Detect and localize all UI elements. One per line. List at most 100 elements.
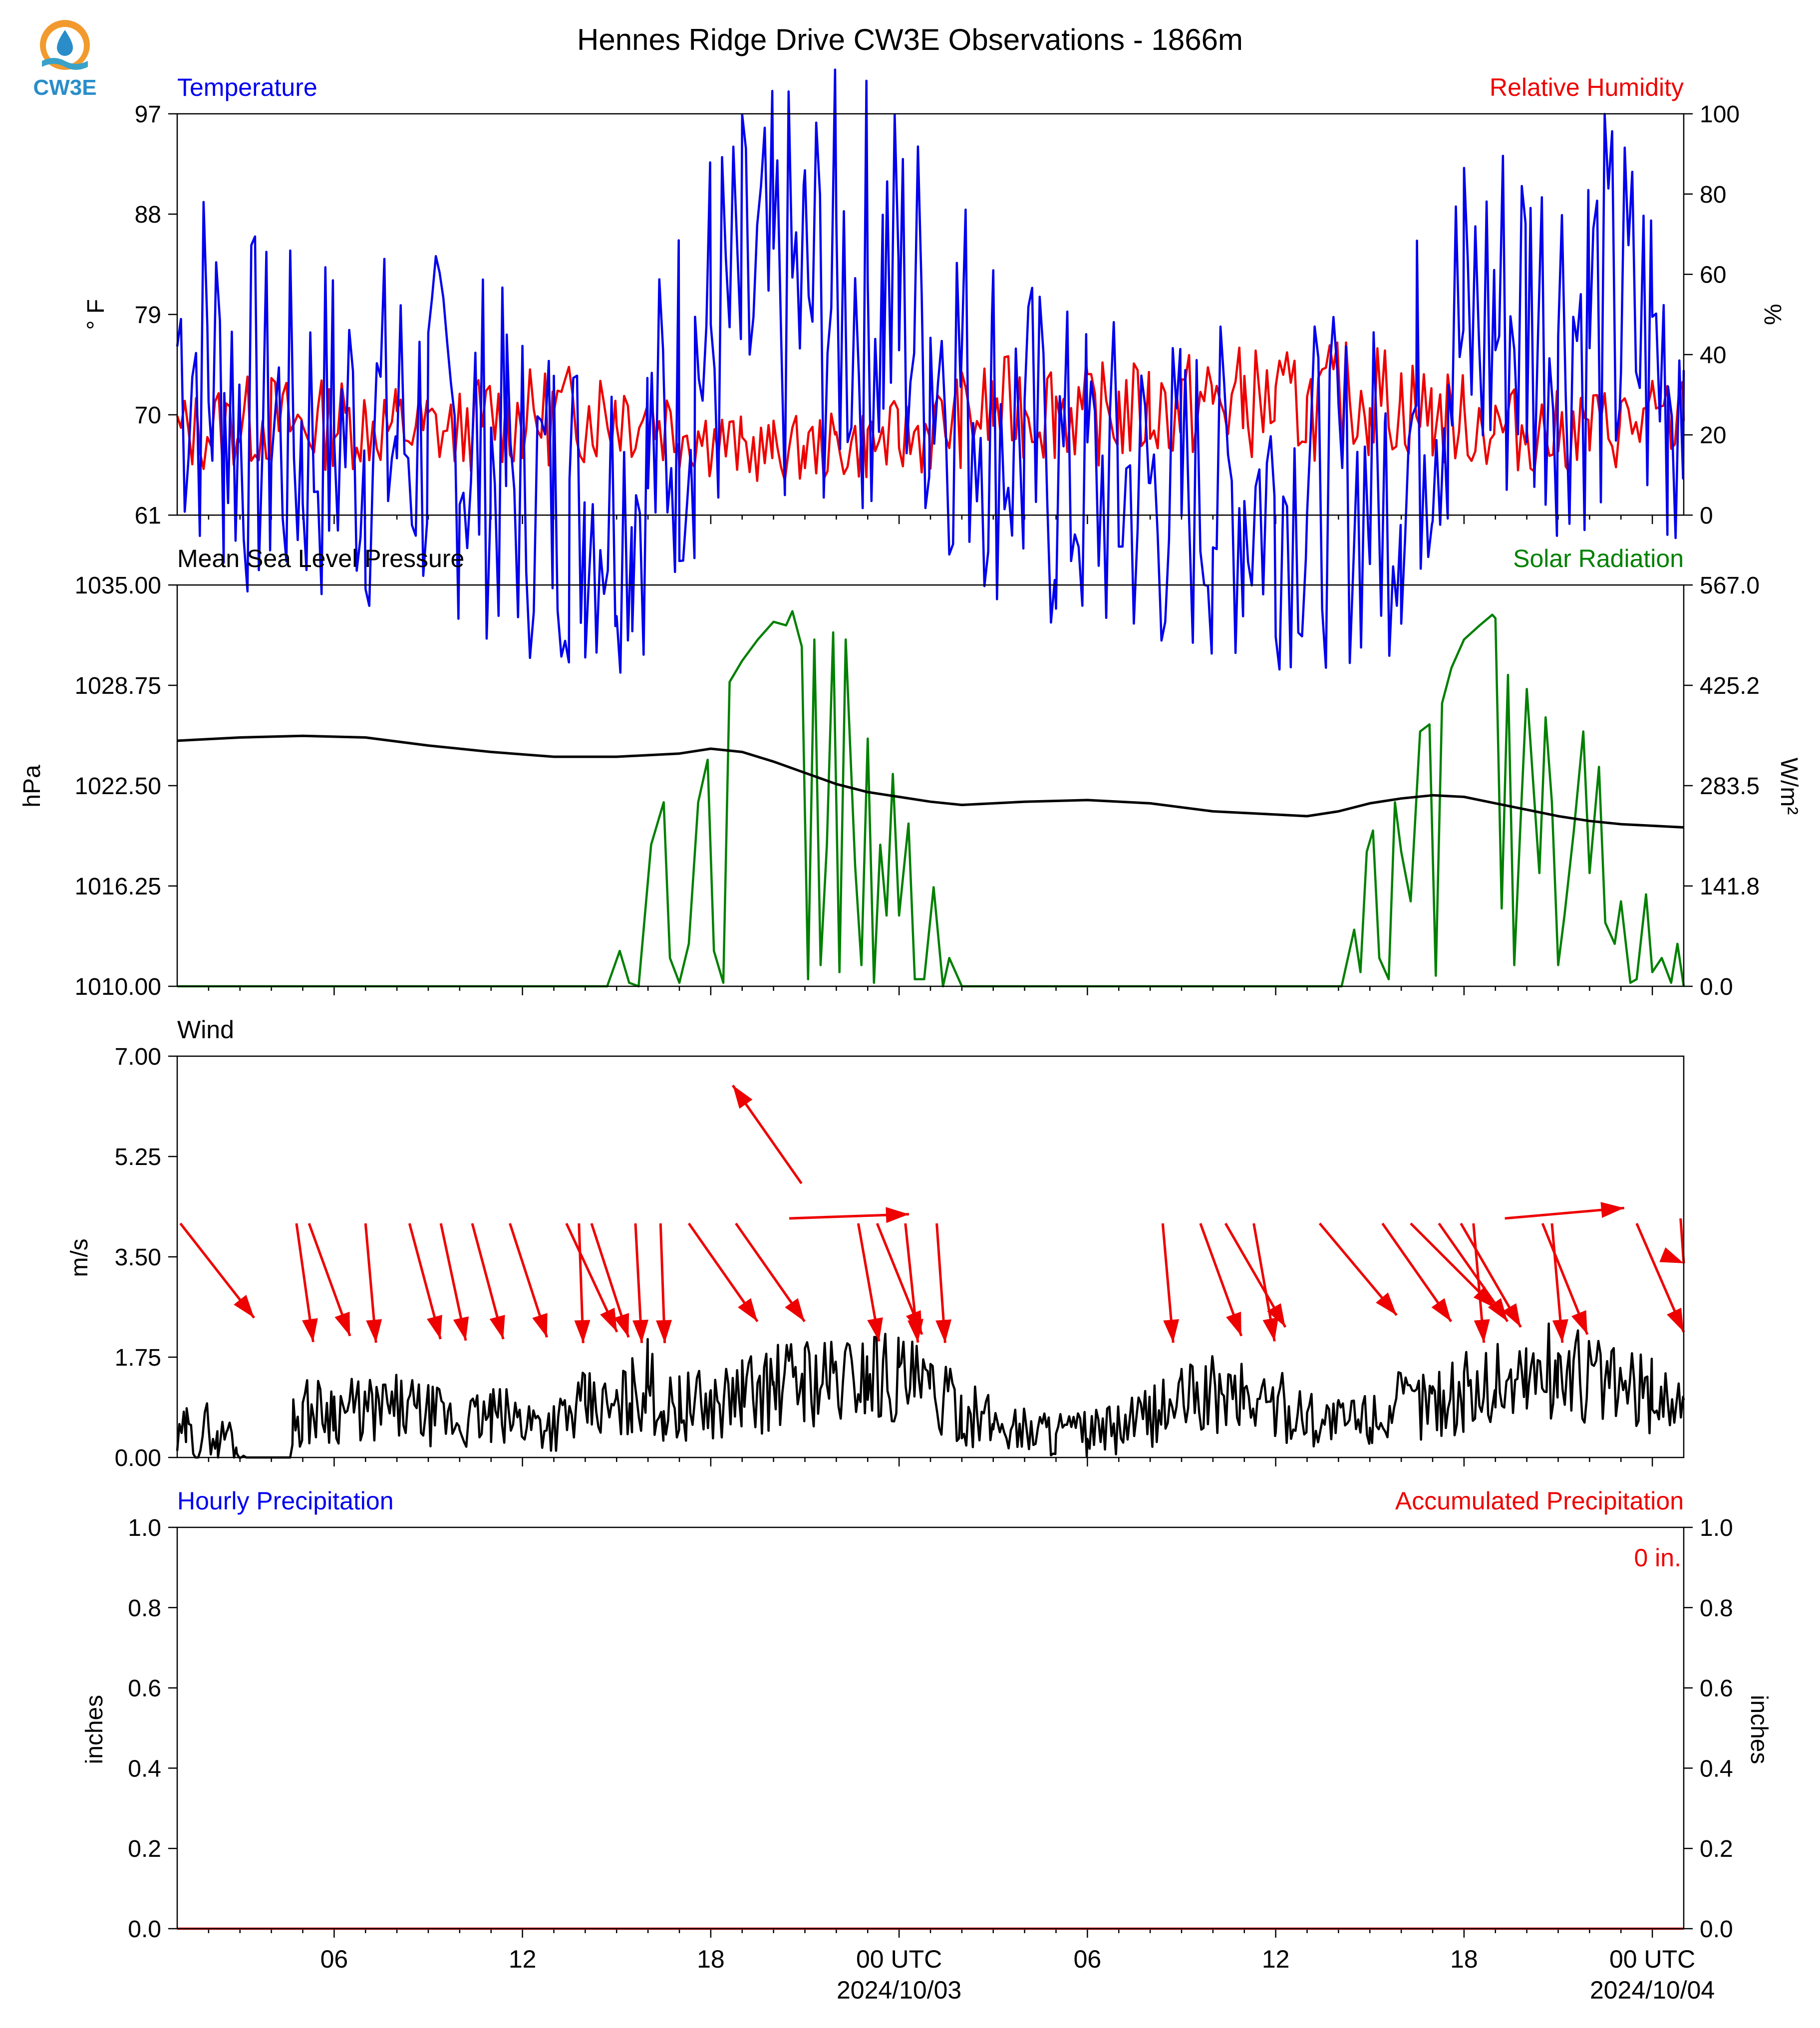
- wind-arrow: [1381, 1222, 1453, 1323]
- wind-arrow: [1199, 1223, 1243, 1337]
- y-tick-label: 97: [135, 101, 161, 128]
- y-tick-label: 0.8: [128, 1595, 161, 1622]
- panel3-time-ticks: [208, 1457, 1653, 1466]
- wind-arrow: [1472, 1223, 1490, 1343]
- wind-arrow-head: [1488, 1298, 1508, 1322]
- x-tick-label: 00 UTC: [856, 1945, 942, 1973]
- logo-text: CW3E: [33, 75, 96, 100]
- wind-arrow: [590, 1223, 630, 1338]
- wind-arrow-head: [1600, 1202, 1624, 1218]
- wind-arrow: [1505, 1202, 1624, 1220]
- wind-arrow-head: [785, 1298, 805, 1322]
- cw3e-logo: CW3E: [33, 20, 97, 100]
- panel1-time-ticks: [208, 515, 1653, 524]
- y2-tick-label: 100: [1700, 101, 1740, 128]
- wind-arrow: [1161, 1223, 1180, 1343]
- y-tick-label: 3.50: [115, 1244, 161, 1271]
- wind-arrow-head: [1502, 1303, 1521, 1327]
- wind-arrow: [509, 1223, 549, 1338]
- panel-pressure-solar: Mean Sea Level Pressure Solar Radiation …: [19, 545, 1802, 1000]
- y-tick-label: 79: [135, 302, 161, 328]
- panel3-frame: [176, 1055, 1685, 1458]
- y-tick-label: 5.25: [115, 1144, 161, 1170]
- hourly-precip-title: Hourly Precipitation: [177, 1487, 394, 1515]
- pressure-title: Mean Sea Level Pressure: [177, 545, 464, 573]
- solar-axis-ticks: 567.0 425.2 283.5 141.8 0.0: [1684, 573, 1760, 1000]
- temperature-axis-ticks: 97 88 79 70 61: [135, 101, 177, 529]
- y2-tick-label: 0: [1700, 503, 1713, 529]
- y-tick-label: 0.0: [128, 1916, 161, 1943]
- chart-title: Hennes Ridge Drive CW3E Observations - 1…: [577, 23, 1243, 56]
- wind-arrow-head: [1226, 1311, 1241, 1336]
- x-tick-label: 18: [1450, 1945, 1478, 1973]
- panel2-frame: [176, 584, 1685, 987]
- wind-arrow-head: [532, 1313, 548, 1338]
- humidity-line: [176, 341, 1685, 482]
- wind-speed-line: [176, 1322, 1685, 1459]
- y-tick-label: 61: [135, 503, 161, 529]
- wind-arrow-head: [302, 1318, 318, 1342]
- hourly-precip-axis-ticks: 1.0 0.8 0.6 0.4 0.2 0.0: [128, 1515, 177, 1943]
- wind-arrow-head: [1267, 1303, 1286, 1327]
- solar-unit-label: W/m²: [1776, 758, 1802, 815]
- y-tick-label: 7.00: [115, 1044, 161, 1070]
- wind-arrow-head: [656, 1320, 672, 1343]
- wind-arrow-head: [1376, 1292, 1397, 1315]
- accum-precip-title: Accumulated Precipitation: [1395, 1487, 1684, 1515]
- y2-tick-label: 141.8: [1700, 873, 1760, 900]
- wind-arrow-head: [867, 1317, 883, 1342]
- precip-total-label: 0 in.: [1634, 1544, 1681, 1572]
- wind-arrow: [1318, 1222, 1398, 1316]
- panel-precipitation: Hourly Precipitation Accumulated Precipi…: [81, 1487, 1772, 1943]
- temperature-line: [176, 68, 1685, 674]
- wind-arrow: [364, 1223, 382, 1343]
- time-axis-labels: 06 12 18 00 UTC 06 12 18 00 UTC 2024/10/03 2024/1…: [320, 1945, 1715, 2004]
- humidity-axis-ticks: 100 80 60 40 20 0: [1684, 101, 1740, 529]
- wind-arrow: [857, 1223, 883, 1342]
- wind-arrow-head: [908, 1319, 923, 1343]
- wind-arrow: [789, 1207, 910, 1223]
- humidity-title: Relative Humidity: [1490, 73, 1684, 101]
- y2-tick-label: 0.2: [1700, 1836, 1733, 1862]
- panel-wind: Wind m/s 7.00 5.25 3.50 1.75 0.00: [66, 1016, 1685, 1471]
- panel4-frame: [176, 1526, 1685, 1930]
- y-tick-label: 0.2: [128, 1836, 161, 1862]
- pressure-line: [177, 734, 1684, 829]
- wind-arrow-head: [366, 1319, 382, 1343]
- panel-temperature-humidity: Temperature Relative Humidity ° F % 97 88…: [83, 68, 1786, 674]
- wind-arrow-head: [234, 1295, 255, 1318]
- y2-tick-label: 283.5: [1700, 773, 1760, 800]
- y-tick-label: 1035.00: [74, 573, 161, 599]
- wind-arrow: [439, 1223, 469, 1341]
- wind-axis-ticks: 7.00 5.25 3.50 1.75 0.00: [115, 1044, 177, 1471]
- y-tick-label: 1016.25: [74, 873, 161, 900]
- panel4-time-ticks: [208, 1929, 1653, 1938]
- wind-arrow: [471, 1223, 505, 1340]
- wind-arrow: [687, 1222, 759, 1323]
- wind-arrow-head: [427, 1315, 442, 1339]
- y-tick-label: 1.0: [128, 1515, 161, 1541]
- y-tick-label: 88: [135, 202, 161, 228]
- y-tick-label: 0.6: [128, 1676, 161, 1702]
- y2-tick-label: 425.2: [1700, 673, 1760, 699]
- y2-tick-label: 0.6: [1700, 1676, 1733, 1702]
- wind-arrow-head: [600, 1308, 617, 1332]
- y-tick-label: 0.00: [115, 1445, 161, 1471]
- y2-tick-label: 567.0: [1700, 573, 1760, 599]
- y2-tick-label: 0.8: [1700, 1595, 1733, 1622]
- y2-tick-label: 0.0: [1700, 1916, 1733, 1943]
- wind-arrow-head: [1431, 1298, 1452, 1322]
- wind-arrow: [656, 1223, 672, 1343]
- y2-tick-label: 1.0: [1700, 1515, 1733, 1541]
- x-tick-label: 00 UTC: [1609, 1945, 1695, 1973]
- y2-tick-label: 60: [1700, 262, 1726, 289]
- accum-precip-unit-label: inches: [1746, 1695, 1772, 1764]
- y-tick-label: 0.4: [128, 1755, 161, 1782]
- wind-arrow-head: [574, 1320, 591, 1343]
- wind-arrow: [565, 1222, 618, 1333]
- wind-arrow: [1550, 1223, 1568, 1343]
- temperature-title: Temperature: [177, 73, 317, 101]
- wind-arrow-head: [453, 1316, 469, 1341]
- x-date-label: 2024/10/03: [837, 1976, 961, 2004]
